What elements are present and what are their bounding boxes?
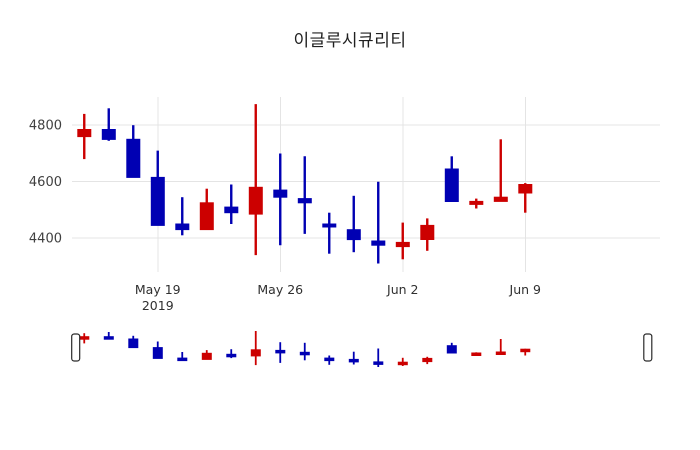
rangeslider-candlestick-body <box>103 336 114 340</box>
rangeslider-candlestick-body <box>152 347 163 359</box>
candlestick <box>420 218 435 251</box>
candlestick-body <box>175 223 190 231</box>
rangeslider-candlestick-body <box>226 353 237 358</box>
rangeslider-candlestick <box>201 350 212 360</box>
rangeslider-candlestick-body <box>520 348 531 353</box>
candlestick <box>77 113 92 160</box>
y-axis-tick-labels: 4400 4600 4800 <box>29 119 62 247</box>
rangeslider-candlestick <box>128 335 139 349</box>
candlestick-body <box>322 223 337 228</box>
candlestick-body <box>101 129 116 140</box>
rangeslider-candlestick-body <box>275 349 286 354</box>
rangeslider-candlestick-body <box>471 352 482 356</box>
rangeslider-candlestick-body <box>348 358 359 363</box>
candlestick-body <box>371 240 386 246</box>
rangeslider-candlestick <box>422 356 433 365</box>
y-axis-tick-label: 4400 <box>29 232 62 247</box>
candlestick <box>150 150 165 226</box>
candlestick <box>371 181 386 264</box>
candlestick <box>224 184 239 224</box>
candlestick <box>493 139 508 202</box>
rangeslider-candlestick-body <box>250 349 261 357</box>
rangeslider-candlestick-body <box>79 336 90 340</box>
candlestick-body <box>150 176 165 226</box>
rangeslider-candlestick-body <box>201 352 212 360</box>
x-axis-tick-label: May 19 <box>135 282 181 297</box>
rangeslider-candlestick <box>79 333 90 344</box>
candlestick <box>248 104 263 256</box>
rangeslider-candlestick-body <box>495 351 506 355</box>
candlestick-body <box>518 184 533 194</box>
rangeslider-candlestick <box>397 357 408 366</box>
candlestick <box>273 153 288 246</box>
rangeslider-candlestick <box>471 352 482 356</box>
candlestick <box>469 198 484 209</box>
rangeslider-handles[interactable] <box>71 333 653 362</box>
candlestick <box>175 197 190 236</box>
candlestick <box>101 108 116 141</box>
candlestick-body <box>199 202 214 231</box>
candlestick-body <box>469 200 484 205</box>
x-axis-year-label: 2019 <box>142 298 174 313</box>
range-start-handle[interactable] <box>71 333 81 362</box>
candlestick <box>199 188 214 231</box>
y-axis-tick-label: 4800 <box>29 119 62 134</box>
candlestick-body <box>420 224 435 240</box>
candlestick-body <box>126 138 141 178</box>
rangeslider-candlestick-body <box>324 357 335 362</box>
rangeslider-candlestick-body <box>422 357 433 363</box>
rangeslider-candlestick <box>152 341 163 359</box>
rangeslider-candlestick-body <box>373 361 384 365</box>
x-axis-tick-label: Jun 9 <box>509 282 542 297</box>
rangeslider-candlestick <box>177 352 188 362</box>
candlestick <box>444 156 459 202</box>
rangeslider-candlestick <box>103 332 114 340</box>
rangeslider-series[interactable] <box>79 331 531 367</box>
rangeslider-candlestick-body <box>299 351 310 356</box>
candlestick-body <box>493 196 508 202</box>
candlestick-body <box>273 189 288 198</box>
range-end-handle[interactable] <box>643 333 653 362</box>
candlestick-body <box>395 241 410 248</box>
candlestick <box>322 212 337 254</box>
candlestick-body <box>444 168 459 202</box>
chart-title: 이글루시큐리티 <box>293 31 407 51</box>
rangeslider-candlestick <box>348 351 359 365</box>
rangeslider-candlestick <box>373 348 384 367</box>
rangeslider-candlestick <box>324 355 335 365</box>
rangeslider-candlestick <box>250 331 261 366</box>
rangeslider-candlestick <box>299 342 310 361</box>
candlestick <box>395 222 410 260</box>
rangeslider-candlestick-body <box>397 361 408 366</box>
candlestick <box>297 156 312 234</box>
candlestick <box>346 195 361 253</box>
candlestick-body <box>77 129 92 138</box>
rangeslider-candlestick <box>275 342 286 363</box>
candlestick <box>126 125 141 178</box>
candlestick-body <box>297 198 312 204</box>
rangeslider-candlestick-body <box>128 338 139 349</box>
candlestick-body <box>248 186 263 215</box>
candlestick-body <box>224 206 239 214</box>
rangeslider-candlestick <box>446 342 457 354</box>
rangeslider-candlestick-body <box>177 357 188 362</box>
candlestick-series <box>77 104 533 264</box>
rangeslider-candlestick <box>226 349 237 359</box>
rangeslider-candlestick <box>495 339 506 355</box>
candlestick-body <box>346 229 361 241</box>
x-axis-tick-label: Jun 2 <box>386 282 418 297</box>
candlestick <box>518 183 533 213</box>
y-axis-tick-label: 4600 <box>29 175 62 190</box>
rangeslider-candlestick-body <box>446 345 457 354</box>
x-axis-tick-label: May 26 <box>257 282 303 297</box>
rangeslider-candlestick <box>520 348 531 356</box>
